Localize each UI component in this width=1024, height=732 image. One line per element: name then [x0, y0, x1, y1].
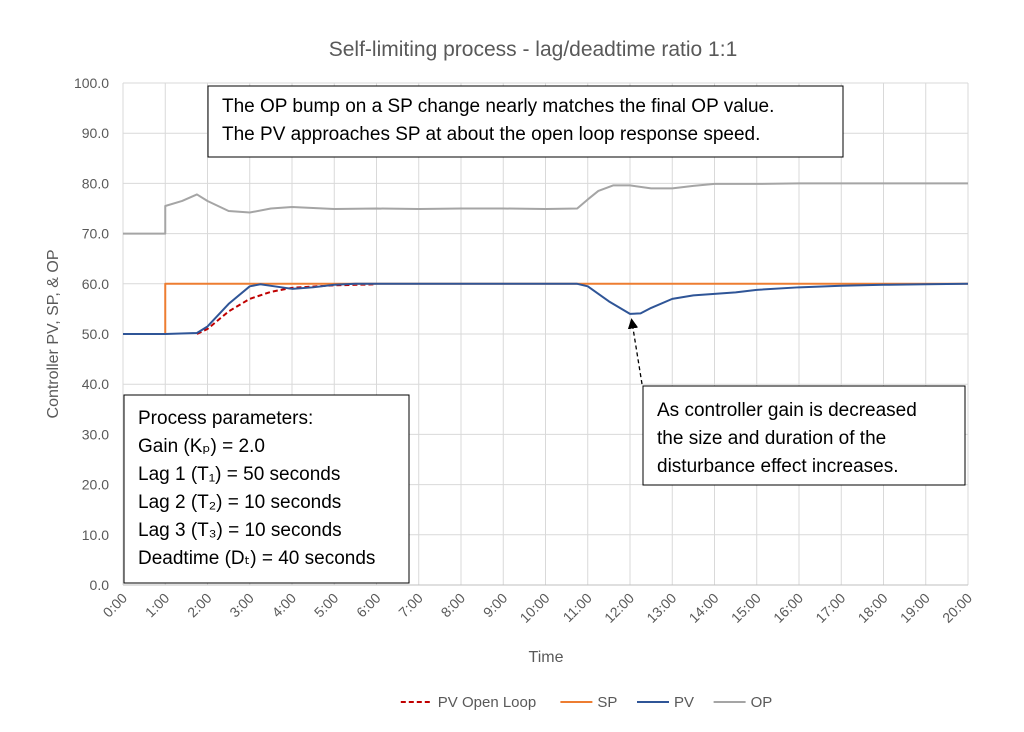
annotation-box [207, 85, 844, 158]
x-tick-label: 19:00 [897, 590, 933, 626]
annotation-text: Lag 3 (T₃) = 10 seconds [138, 520, 342, 541]
y-tick-label: 20.0 [82, 477, 109, 493]
annotation-text: Process parameters: [138, 408, 313, 429]
y-tick-label: 90.0 [82, 125, 109, 141]
x-tick-label: 3:00 [226, 590, 257, 621]
series-line [123, 182, 968, 235]
x-tick-label: 6:00 [353, 590, 384, 621]
series-line [123, 282, 969, 335]
x-tick-label: 2:00 [184, 590, 215, 621]
x-tick-label: 18:00 [855, 590, 891, 626]
chart-title: Self-limiting process - lag/deadtime rat… [329, 38, 738, 61]
x-tick-label: 11:00 [560, 590, 596, 626]
x-tick-label: 10:00 [517, 590, 553, 626]
x-tick-label: 4:00 [269, 590, 300, 621]
x-tick-label: 8:00 [438, 590, 469, 621]
series-line [196, 283, 377, 335]
y-tick-label: 100.0 [74, 75, 109, 91]
y-tick-label: 40.0 [82, 376, 109, 392]
legend-label: SP [597, 694, 617, 711]
annotations: The OP bump on a SP change nearly matche… [123, 85, 966, 584]
annotation-box [642, 385, 966, 486]
x-tick-label: 0:00 [100, 590, 131, 621]
x-tick-label: 15:00 [728, 590, 764, 626]
annotation-text: The PV approaches SP at about the open l… [222, 124, 760, 145]
y-tick-label: 80.0 [82, 175, 109, 191]
annotation-text: Deadtime (Dₜ) = 40 seconds [138, 548, 375, 569]
annotation-box [123, 394, 410, 584]
legend: PV Open Loop SP PV OP [400, 694, 773, 711]
y-tick-label: 70.0 [82, 226, 109, 242]
legend-label: PV Open Loop [438, 694, 536, 711]
annotation-text: the size and duration of the [657, 428, 886, 449]
x-tick-label: 1:00 [142, 590, 173, 621]
y-tick-label: 10.0 [82, 527, 109, 543]
annotation-text: disturbance effect increases. [657, 456, 899, 477]
x-tick-label: 17:00 [812, 590, 848, 626]
y-tick-label: 30.0 [82, 426, 109, 442]
annotation-text: Lag 1 (T₁) = 50 seconds [138, 464, 340, 485]
annotation-text: Lag 2 (T₂) = 10 seconds [138, 492, 341, 513]
x-axis-title: Time [529, 649, 564, 666]
y-tick-label: 50.0 [82, 326, 109, 342]
x-tick-label: 9:00 [480, 590, 511, 621]
annotation-arrow [627, 318, 643, 385]
x-tick-label: 5:00 [311, 590, 342, 621]
x-tick-label: 16:00 [770, 590, 806, 626]
x-tick-label: 13:00 [643, 590, 679, 626]
annotation-text: Gain (Kₚ) = 2.0 [138, 436, 265, 457]
y-tick-label: 0.0 [90, 577, 110, 593]
annotation-text: The OP bump on a SP change nearly matche… [222, 96, 774, 117]
x-tick-label: 12:00 [601, 590, 637, 626]
annotation-text: As controller gain is decreased [657, 400, 917, 421]
x-tick-label: 14:00 [686, 590, 722, 626]
y-tick-label: 60.0 [82, 276, 109, 292]
y-axis-title: Controller PV, SP, & OP [45, 250, 62, 419]
legend-label: PV [674, 694, 694, 711]
x-tick-label: 20:00 [939, 590, 975, 626]
legend-label: OP [751, 694, 773, 711]
x-tick-label: 7:00 [395, 590, 426, 621]
